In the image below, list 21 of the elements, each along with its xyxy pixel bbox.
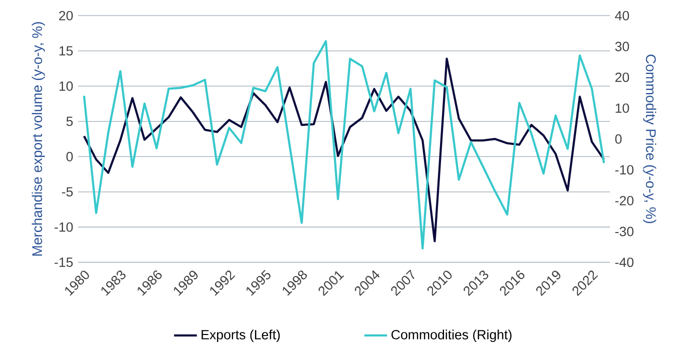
y2-tick-label: 20: [615, 72, 630, 82]
y2-tick-label: -20: [615, 196, 634, 206]
y2-tick-label: -40: [615, 258, 634, 268]
y-tick-label: -15: [54, 258, 73, 268]
legend-label: Exports (Left): [202, 330, 280, 342]
y-tick-label: 5: [66, 116, 73, 126]
y2-tick-label: 10: [616, 104, 630, 114]
y2-tick-label: 40: [615, 11, 630, 21]
y2-tick-label: -30: [615, 226, 634, 236]
y-tick-label: 20: [59, 11, 73, 21]
y2-tick-label: 0: [615, 134, 622, 144]
y-tick-label: -10: [54, 222, 73, 232]
y-axis-title: Merchandise export volume (y-o-y, %): [32, 22, 45, 256]
y-tick-label: -5: [62, 187, 73, 197]
y2-tick-label: 30: [615, 42, 630, 52]
y2-axis-title: Commodity Price (y-o-y, %): [643, 54, 656, 224]
legend-label: Commodities (Right): [391, 330, 512, 342]
y2-tick-label: -10: [615, 165, 634, 175]
y-tick-label: 15: [59, 46, 73, 56]
y-tick-label: 0: [66, 152, 73, 162]
y-tick-label: 10: [59, 82, 73, 92]
